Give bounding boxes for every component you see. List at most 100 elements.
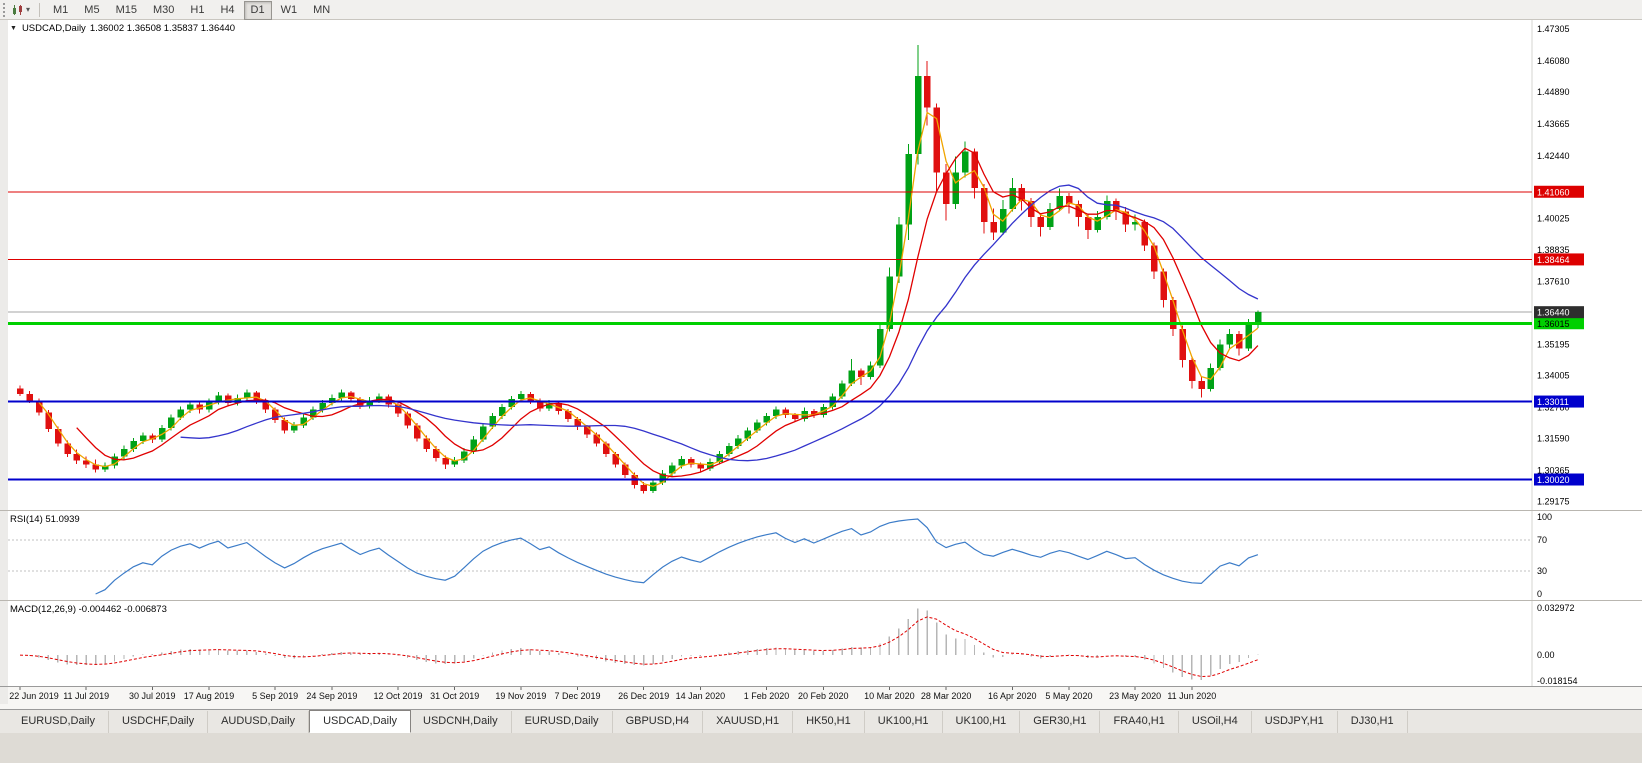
axis-label: 1.42440 bbox=[1537, 151, 1570, 161]
candle-body bbox=[584, 426, 591, 435]
candle-body bbox=[309, 409, 317, 418]
collapse-arrow-icon[interactable]: ▼ bbox=[10, 25, 17, 32]
macd-signal-line bbox=[19, 616, 1259, 678]
time-axis[interactable]: 22 Jun 2019 11 Jul 2019 30 Jul 2019 17 Aug … bbox=[0, 686, 1642, 709]
candle-body bbox=[1084, 216, 1092, 230]
candle-body bbox=[1065, 195, 1073, 204]
axis-label: 1.47305 bbox=[1537, 24, 1570, 34]
axis-label: 1.31590 bbox=[1537, 434, 1570, 444]
candle-body bbox=[187, 404, 194, 410]
timeframe-buttons-group: M1 M5 M15 M30 H1 H4 D1 W1 MN bbox=[45, 0, 338, 20]
price-chart-canvas[interactable]: 1.47305 1.46080 1.44890 1.43665 1.42440 1.400… bbox=[0, 20, 1642, 510]
time-axis-canvas[interactable]: 22 Jun 2019 11 Jul 2019 30 Jul 2019 17 Aug … bbox=[0, 686, 1642, 704]
chart-tab-uk100-h1-9[interactable]: UK100,H1 bbox=[865, 711, 943, 733]
candle-body bbox=[1245, 323, 1252, 349]
candle-body bbox=[735, 438, 742, 447]
axis-label: 70 bbox=[1537, 535, 1547, 545]
chart-type-icon[interactable] bbox=[11, 3, 25, 17]
dropdown-caret-icon[interactable]: ▾ bbox=[26, 5, 31, 14]
chart-tab-audusd-daily-2[interactable]: AUDUSD,Daily bbox=[208, 711, 310, 733]
chart-tab-usdcad-daily-3[interactable]: USDCAD,Daily bbox=[309, 710, 412, 733]
candle-body bbox=[669, 465, 676, 474]
candle-body bbox=[924, 76, 931, 108]
timeframe-button-m15[interactable]: M15 bbox=[115, 3, 137, 16]
axis-label: 1.30020 bbox=[1537, 475, 1570, 485]
window-left-border bbox=[0, 511, 8, 600]
ma-fast-line bbox=[38, 111, 1259, 487]
candle-body bbox=[54, 429, 62, 444]
macd-chart-canvas[interactable]: 0.032972 0.00 -0.018154 bbox=[0, 601, 1642, 686]
timeframe-button-w1[interactable]: W1 bbox=[280, 3, 298, 16]
candle-body bbox=[782, 409, 789, 415]
candle-body bbox=[886, 276, 893, 329]
chart-tab-hk50-h1-8[interactable]: HK50,H1 bbox=[793, 711, 865, 733]
time-axis-background bbox=[0, 686, 1642, 704]
candle-body bbox=[338, 392, 345, 398]
candle-body bbox=[1009, 188, 1016, 209]
axis-label: 1.29175 bbox=[1537, 497, 1570, 507]
candle-body bbox=[574, 418, 582, 427]
chart-tab-gbpusd-h4-6[interactable]: GBPUSD,H4 bbox=[613, 711, 704, 733]
timeframe-button-m1[interactable]: M1 bbox=[53, 3, 69, 16]
timeframe-button-mn[interactable]: MN bbox=[313, 3, 331, 16]
rsi-chart-canvas[interactable]: 100 70 30 0 bbox=[0, 511, 1642, 600]
axis-label: 1.44890 bbox=[1537, 87, 1570, 97]
chart-tab-ger30-h1-11[interactable]: GER30,H1 bbox=[1020, 711, 1101, 733]
axis-label: 1.35195 bbox=[1537, 340, 1570, 350]
candle-body bbox=[1179, 328, 1186, 361]
timeframe-button-m30[interactable]: M30 bbox=[152, 3, 175, 16]
candle-body bbox=[1132, 221, 1139, 225]
candle-body bbox=[480, 426, 487, 440]
candle-body bbox=[498, 407, 506, 417]
chart-tab-usdjpy-h1-14[interactable]: USDJPY,H1 bbox=[1252, 711, 1338, 733]
chart-ohlc-readout: 1.36002 1.36508 1.35837 1.36440 bbox=[89, 23, 236, 34]
candle-body bbox=[933, 107, 941, 173]
chart-tab-uk100-h1-10[interactable]: UK100,H1 bbox=[943, 711, 1021, 733]
axis-label: 1.30365 bbox=[1537, 466, 1570, 476]
chart-tab-dj30-h1-15[interactable]: DJ30,H1 bbox=[1338, 711, 1408, 733]
date-label: 22 Jun 2019 bbox=[9, 691, 59, 701]
candle-body bbox=[300, 417, 307, 426]
axis-label: 1.33011 bbox=[1537, 397, 1569, 407]
toolbar-grip[interactable] bbox=[3, 2, 7, 17]
date-label: 5 Sep 2019 bbox=[252, 691, 298, 701]
macd-indicator-label: MACD(12,26,9) -0.004462 -0.006873 bbox=[10, 604, 167, 615]
chart-tab-usdchf-daily-1[interactable]: USDCHF,Daily bbox=[109, 711, 209, 733]
candle-body bbox=[366, 400, 374, 406]
chart-tab-fra40-h1-12[interactable]: FRA40,H1 bbox=[1100, 711, 1179, 733]
candle-body bbox=[281, 420, 289, 431]
candle-body bbox=[839, 383, 846, 397]
candle-body bbox=[234, 397, 241, 404]
candle-body bbox=[376, 396, 383, 401]
rsi-line bbox=[95, 518, 1259, 595]
price-badge bbox=[1534, 395, 1584, 408]
date-label: 26 Dec 2019 bbox=[618, 691, 669, 701]
candle-body bbox=[423, 438, 430, 449]
chart-tab-usdcnh-daily-4[interactable]: USDCNH,Daily bbox=[410, 711, 512, 733]
symbol-tabbar: EURUSD,Daily USDCHF,Daily AUDUSD,Daily USDC… bbox=[0, 709, 1642, 733]
timeframe-button-h4[interactable]: H4 bbox=[220, 3, 235, 16]
date-label: 20 Feb 2020 bbox=[798, 691, 849, 701]
macd-pane: 0.032972 0.00 -0.018154 MACD(12,26,9) -0.0… bbox=[0, 600, 1642, 686]
candle-body bbox=[848, 370, 856, 384]
timeframe-button-m5[interactable]: M5 bbox=[84, 3, 100, 16]
date-label: 31 Oct 2019 bbox=[430, 691, 479, 701]
axis-label: 1.34005 bbox=[1537, 371, 1570, 381]
candle-body bbox=[1151, 245, 1158, 272]
candle-body bbox=[773, 409, 780, 417]
candle-body bbox=[83, 460, 90, 465]
axis-label: 100 bbox=[1537, 512, 1552, 522]
timeframe-button-d1[interactable]: D1 bbox=[243, 0, 272, 20]
candle-body bbox=[1113, 201, 1120, 212]
date-label: 14 Jan 2020 bbox=[676, 691, 726, 701]
candle-body bbox=[602, 443, 610, 454]
chart-tab-eurusd-daily-0[interactable]: EURUSD,Daily bbox=[8, 711, 109, 733]
axis-label: 1.37610 bbox=[1537, 277, 1570, 287]
chart-tab-xauusd-h1-7[interactable]: XAUUSD,H1 bbox=[703, 711, 794, 733]
date-label: 24 Sep 2019 bbox=[306, 691, 357, 701]
chart-tab-eurusd-daily-5[interactable]: EURUSD,Daily bbox=[512, 711, 613, 733]
candle-body bbox=[1254, 312, 1262, 324]
timeframe-button-h1[interactable]: H1 bbox=[190, 3, 205, 16]
axis-label: 0 bbox=[1537, 589, 1542, 599]
chart-tab-usoil-h4-13[interactable]: USOil,H4 bbox=[1179, 711, 1252, 733]
